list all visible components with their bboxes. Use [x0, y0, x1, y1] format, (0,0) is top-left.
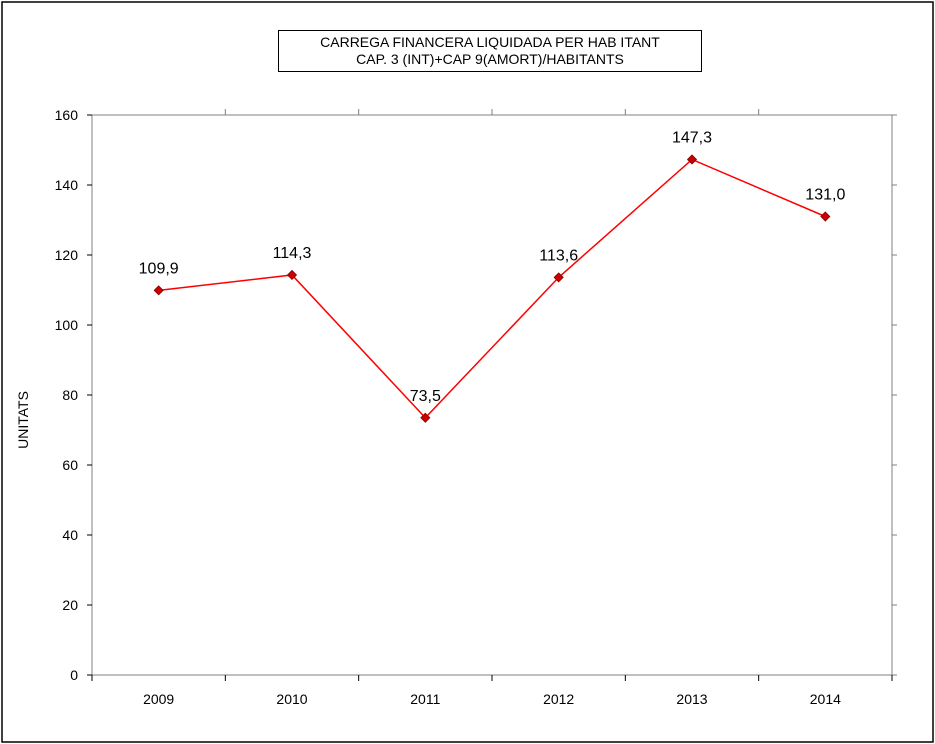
- data-point: [820, 211, 831, 222]
- y-tick-label: 120: [55, 247, 79, 263]
- data-point: [553, 272, 564, 283]
- y-axis-label: UNITATS: [15, 391, 31, 449]
- x-tick-label: 2014: [810, 691, 841, 707]
- chart-subtitle: CAP. 3 (INT)+CAP 9(AMORT)/HABITANTS: [356, 51, 624, 67]
- chart-title-box: CARREGA FINANCERA LIQUIDADA PER HAB ITAN…: [278, 30, 702, 72]
- y-tick-label: 0: [70, 667, 78, 683]
- data-point: [153, 285, 164, 296]
- chart-title: CARREGA FINANCERA LIQUIDADA PER HAB ITAN…: [320, 34, 660, 50]
- data-label: 73,5: [410, 388, 441, 405]
- y-tick-label: 20: [62, 597, 78, 613]
- data-label: 109,9: [139, 260, 179, 277]
- data-point: [686, 154, 698, 165]
- data-label: 147,3: [672, 129, 712, 146]
- y-tick-label: 80: [62, 387, 78, 403]
- x-tick-label: 2013: [676, 691, 707, 707]
- axes: 0 20 40 60 80 100 120 140 160 2009 2010 2011 2012 201…: [55, 107, 897, 707]
- y-tick-label: 160: [55, 107, 79, 123]
- data-label: 131,0: [805, 187, 845, 204]
- data-point: [286, 269, 298, 281]
- y-tick-label: 140: [55, 177, 79, 193]
- y-tick-label: 100: [55, 317, 79, 333]
- x-tick-label: 2010: [276, 691, 307, 707]
- data-point: [420, 412, 431, 423]
- plot-area: [91, 114, 893, 676]
- data-label: 113,6: [539, 247, 578, 264]
- data-label: 114,3: [273, 245, 312, 262]
- y-tick-label: 40: [62, 527, 78, 543]
- series-group: [153, 154, 831, 423]
- y-tick-label: 60: [62, 457, 78, 473]
- data-labels-group: 109,9 114,3 73,5 113,6 147,3 131,0: [139, 129, 846, 404]
- x-tick-label: 2012: [543, 691, 574, 707]
- series-line: [158, 158, 826, 419]
- x-tick-label: 2009: [143, 691, 174, 707]
- x-tick-label: 2011: [410, 691, 440, 707]
